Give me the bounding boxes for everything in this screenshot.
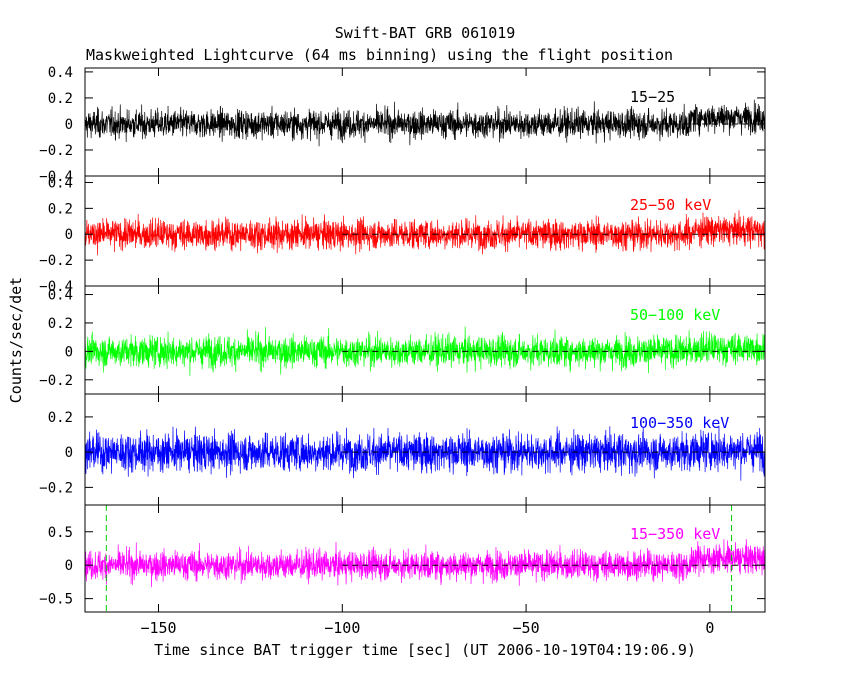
- band-label-3: 50−100 keV: [630, 306, 720, 324]
- y-tick-label: −0.2: [39, 373, 73, 389]
- y-tick-label: 0: [65, 445, 73, 461]
- y-tick-label: 0: [65, 117, 73, 133]
- x-axis: −150 −100 −50 0: [140, 619, 714, 637]
- x-tick-label: −150: [140, 619, 176, 637]
- panels-group: −0.4 −0.2 0 0.2 0.4 15−25 −0.4 −0.2 0 0.2 0.4 25−50…: [39, 65, 766, 613]
- y-tick-label: 0.2: [48, 201, 73, 217]
- band-label-4: 100−350 keV: [630, 414, 729, 432]
- x-tick-label: −50: [513, 619, 540, 637]
- y-axis-label: Counts/sec/det: [7, 277, 25, 403]
- y-tick-label: 0.4: [48, 65, 73, 81]
- x-tick-label: −100: [324, 619, 360, 637]
- panel-frame-3: [84, 285, 766, 395]
- y-tick-label: 0.2: [48, 316, 73, 332]
- panel-5: −0.5 0 0.5 15−350 keV: [39, 504, 766, 613]
- x-axis-label: Time since BAT trigger time [sec] (UT 20…: [154, 641, 696, 659]
- x-tick-label: 0: [705, 619, 714, 637]
- y-tick-label: 0: [65, 227, 73, 243]
- band-label-1: 15−25: [630, 88, 675, 106]
- series-line-4: [85, 425, 765, 481]
- panel-frame-5: [84, 504, 766, 613]
- series-line-2: [85, 210, 765, 256]
- y-tick-label: 0.4: [48, 288, 73, 304]
- panel-3: −0.2 0 0.2 0.4 50−100 keV: [39, 285, 766, 395]
- panel-4: −0.2 0 0.2 100−350 keV: [39, 393, 766, 506]
- panel-2: −0.4 −0.2 0 0.2 0.4 25−50 keV: [39, 175, 766, 295]
- band-label-2: 25−50 keV: [630, 196, 711, 214]
- y-tick-label: 0.4: [48, 175, 73, 191]
- y-tick-label: −0.2: [39, 480, 73, 496]
- y-tick-label: 0: [65, 344, 73, 360]
- y-tick-label: 0.2: [48, 91, 73, 107]
- series-line-3: [85, 326, 765, 376]
- series-line-1: [85, 99, 765, 147]
- panel-1: −0.4 −0.2 0 0.2 0.4 15−25: [39, 65, 766, 185]
- chart-subtitle: Maskweighted Lightcurve (64 ms binning) …: [86, 46, 673, 64]
- y-tick-label: 0.2: [48, 410, 73, 426]
- y-tick-label: −0.5: [39, 592, 73, 608]
- y-tick-label: −0.2: [39, 143, 73, 159]
- band-label-5: 15−350 keV: [630, 525, 720, 543]
- y-tick-label: −0.2: [39, 253, 73, 269]
- chart-title: Swift-BAT GRB 061019: [335, 24, 516, 42]
- y-tick-label: −0.4: [39, 169, 73, 185]
- series-line-5: [85, 539, 765, 588]
- y-tick-label: −0.4: [39, 279, 73, 295]
- y-tick-label: 0: [65, 558, 73, 574]
- y-tick-label: 0.5: [48, 525, 73, 541]
